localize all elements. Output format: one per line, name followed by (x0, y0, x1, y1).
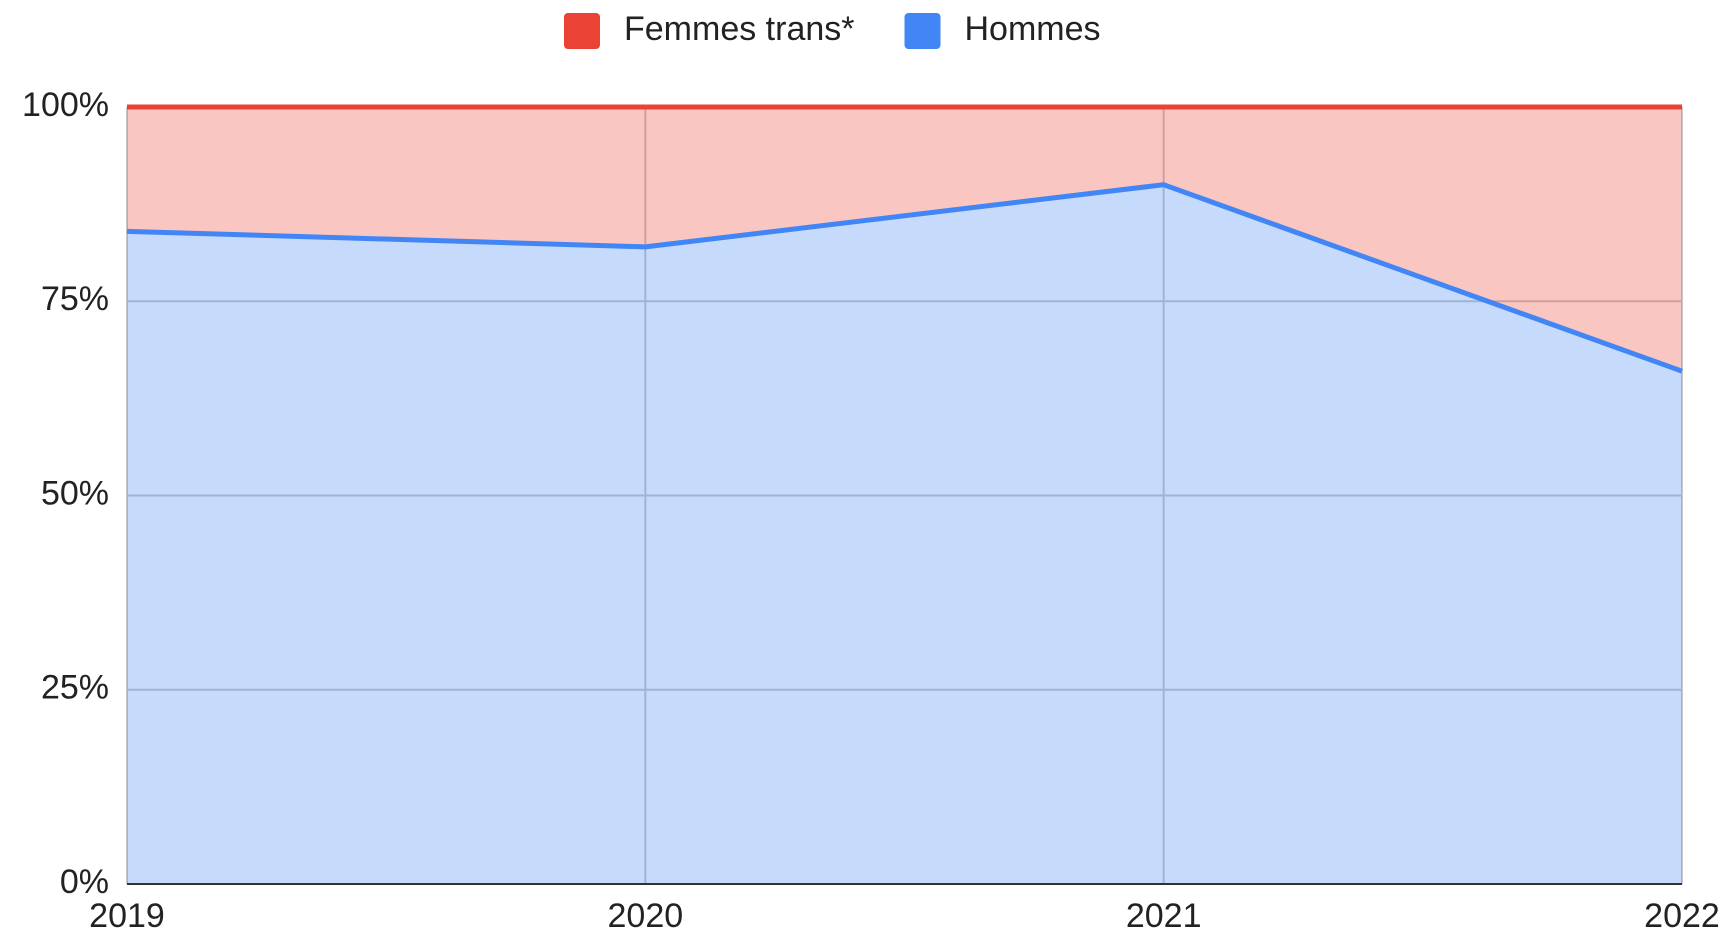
y-tick-label: 50% (41, 474, 109, 512)
lines (126, 104, 1683, 374)
area (127, 107, 1682, 372)
x-tick-label: 2019 (89, 897, 165, 935)
y-tick-label: 100% (22, 86, 109, 124)
x-tick-label: 2021 (1126, 897, 1202, 935)
legend-swatch (564, 13, 600, 49)
area-line (126, 182, 1683, 374)
x-tick-label: 2020 (608, 897, 684, 935)
legend-label: Femmes trans* (624, 10, 855, 48)
areas (127, 107, 1682, 884)
x-tick-label: 2022 (1644, 897, 1720, 935)
area (127, 184, 1682, 884)
legend: Femmes trans* Hommes (564, 10, 1101, 49)
y-tick-label: 75% (41, 280, 109, 318)
y-tick-label: 25% (41, 669, 109, 707)
legend-label: Hommes (965, 10, 1101, 48)
y-tick-label: 0% (60, 863, 109, 901)
legend-swatch (904, 13, 941, 49)
